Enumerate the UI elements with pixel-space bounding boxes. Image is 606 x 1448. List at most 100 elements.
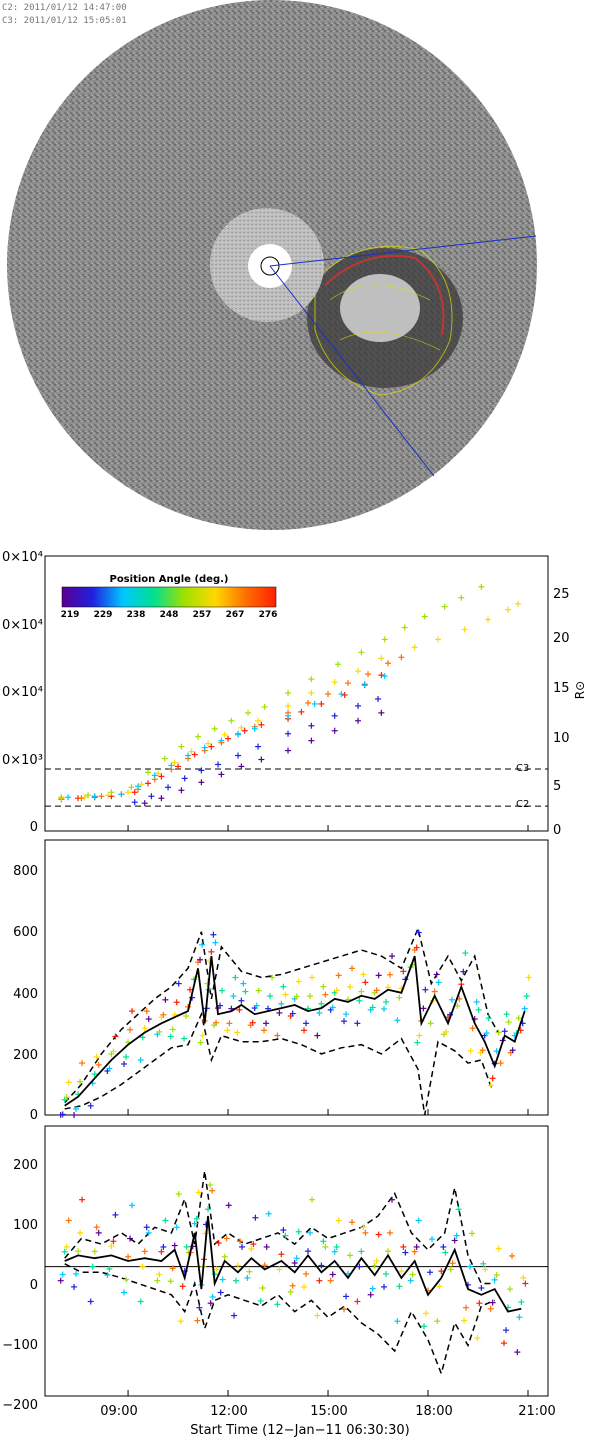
accel-point-13-2 [221, 1253, 228, 1260]
height-rtick-20: 20 [553, 631, 570, 646]
speed-point-11-4 [212, 939, 219, 946]
speed-point-4-1 [123, 1053, 130, 1060]
height-point-pa219-4 [218, 771, 225, 778]
accel-point-25-1 [383, 1270, 390, 1277]
accel-point-26-4 [402, 1249, 409, 1256]
speed-point-35-4 [505, 1019, 512, 1026]
threshold-label-c3: C3 [516, 763, 529, 774]
height-point-pa229-7 [255, 743, 262, 750]
accel-point-19-4 [309, 1196, 316, 1203]
height-point-pa219-8 [308, 737, 315, 744]
height-point-pa238-5 [168, 762, 175, 769]
height-point-pa229-2 [165, 784, 172, 791]
height-point-pa238-4 [151, 772, 158, 779]
speed-point-19-4 [309, 974, 316, 981]
height-point-pa257-1 [81, 794, 88, 801]
speed-point-33-1 [479, 1047, 486, 1054]
height-point-pa248-13 [308, 676, 315, 683]
speed-point-32-0 [467, 1047, 474, 1054]
accel-point-32-3 [480, 1260, 487, 1267]
accel-point-33-3 [493, 1272, 500, 1279]
accel-point-24-3 [373, 1258, 380, 1264]
height-point-pa267-14 [325, 691, 332, 697]
accel-point-5-4 [145, 1229, 152, 1236]
accel-point-0-0 [57, 1277, 64, 1284]
accel-point-17-4 [282, 1232, 289, 1239]
accel-point-14-0 [231, 1312, 238, 1319]
speed-point-22-0 [341, 1018, 348, 1025]
accel-median-line [64, 1215, 522, 1313]
height-point-pa267-16 [365, 671, 372, 678]
speed-point-30-4 [449, 996, 456, 1003]
accel-point-8-3 [183, 1243, 190, 1250]
speed-point-17-4 [282, 991, 289, 998]
accel-point-30-4 [455, 1206, 462, 1213]
accel-point-21-3 [333, 1243, 340, 1250]
height-point-pa229-8 [285, 730, 292, 737]
accel-point-24-2 [371, 1262, 378, 1269]
accel-point-34-4 [509, 1252, 516, 1259]
accel-point-1-1 [73, 1270, 80, 1277]
speed-point-37-3 [523, 993, 530, 1000]
height-point-pa276-6 [158, 773, 165, 780]
accel-point-17-2 [278, 1251, 285, 1258]
height-point-pa276-18 [378, 672, 385, 679]
speed-point-31-3 [460, 968, 467, 975]
accel-point-33-1 [489, 1299, 496, 1306]
speed-point-7-3 [173, 999, 180, 1006]
height-point-pa238-7 [201, 744, 208, 751]
accel-point-16-4 [265, 1210, 272, 1217]
speed-point-21-1 [329, 1004, 336, 1011]
timestamp-c3: C3: 2011/01/12 15:05:01 [2, 16, 127, 26]
accel-point-3-3 [110, 1238, 117, 1245]
accel-point-18-4 [295, 1228, 302, 1235]
speed-point-14-0 [234, 1029, 241, 1036]
accel-point-11-3 [207, 1182, 214, 1189]
height-point-pa257-21 [505, 606, 512, 613]
speed-point-1-0 [71, 1112, 78, 1118]
height-point-pa257-8 [205, 740, 212, 747]
speed-point-25-4 [389, 953, 396, 960]
accel-point-29-4 [442, 1249, 449, 1256]
accel-point-13-0 [217, 1289, 224, 1296]
accel-point-13-3 [223, 1235, 230, 1242]
accel-point-2-2 [91, 1248, 98, 1255]
height-point-pa276-11 [241, 727, 248, 734]
speed-panel-frame [44, 839, 549, 1116]
speed-point-3-3 [110, 1048, 117, 1055]
speed-point-14-4 [242, 988, 249, 995]
speed-point-30-1 [443, 1028, 450, 1035]
accel-point-14-4 [239, 1243, 246, 1250]
xtick-0900: 09:00 [100, 1404, 137, 1419]
height-point-pa238-12 [311, 700, 318, 707]
height-point-pa248-14 [335, 661, 342, 668]
accel-point-6-4 [162, 1217, 169, 1224]
accel-point-28-3 [427, 1269, 434, 1276]
speed-point-15-1 [249, 1019, 256, 1026]
xtick-1500: 15:00 [310, 1404, 347, 1419]
accel-point-0-1 [59, 1271, 66, 1278]
speed-point-24-3 [373, 987, 380, 994]
height-point-pa229-5 [215, 761, 222, 768]
height-ytick-1: 0×10⁴ [2, 618, 43, 633]
accel-point-35-0 [514, 1349, 521, 1356]
accel-panel-frame [44, 1125, 549, 1397]
speed-point-24-1 [369, 1004, 376, 1011]
speed-point-18-1 [289, 1010, 296, 1017]
accel-ytick-0: 0 [30, 1278, 38, 1293]
speed-point-21-3 [333, 987, 340, 994]
accel-point-17-0 [274, 1301, 281, 1308]
accel-point-5-1 [139, 1263, 146, 1270]
height-point-pa248-20 [458, 594, 465, 601]
height-point-pa257-18 [435, 636, 442, 643]
height-rtick-0: 0 [553, 823, 561, 838]
height-point-pa219-0 [141, 800, 148, 807]
height-point-pa257-16 [378, 655, 385, 662]
accel-point-13-1 [219, 1276, 226, 1283]
speed-point-27-4 [415, 929, 422, 936]
solar-limb-circle [260, 256, 280, 276]
accel-point-23-3 [360, 1224, 367, 1231]
speed-ytick-400: 400 [13, 987, 38, 1002]
speed-point-6-3 [160, 1011, 167, 1018]
accel-point-2-3 [93, 1224, 100, 1231]
